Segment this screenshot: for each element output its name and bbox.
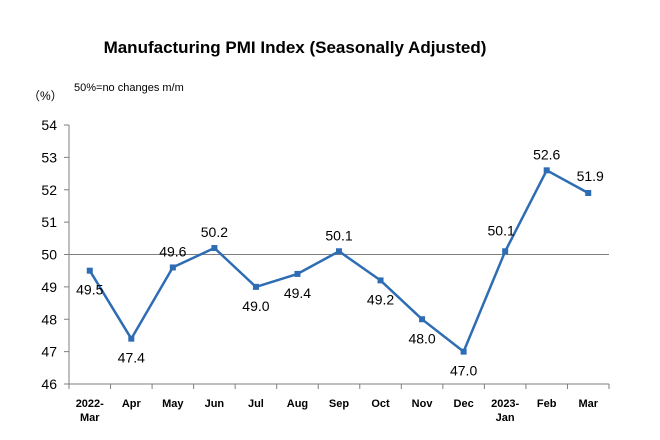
y-unit-label: （%） xyxy=(28,89,63,103)
data-point xyxy=(502,248,509,255)
y-tick-label: 46 xyxy=(41,376,57,392)
data-point xyxy=(419,316,426,323)
x-tick-label: Sep xyxy=(329,398,349,410)
data-label: 52.6 xyxy=(533,146,560,162)
x-tick-label: 2022- xyxy=(76,398,104,410)
x-tick-label: Jun xyxy=(205,398,225,410)
data-point xyxy=(128,335,135,342)
y-tick-label: 54 xyxy=(41,117,57,133)
x-tick-label: Jul xyxy=(248,398,264,410)
x-tick-label: Nov xyxy=(412,398,434,410)
data-point xyxy=(543,167,550,174)
data-point xyxy=(252,283,259,290)
x-tick-label: Mar xyxy=(578,398,598,410)
y-tick-label: 53 xyxy=(41,149,57,165)
x-tick-label: 2023- xyxy=(491,398,519,410)
y-tick-label: 51 xyxy=(41,214,57,230)
data-label: 49.5 xyxy=(76,282,103,298)
x-tick-label: May xyxy=(162,398,184,410)
data-point xyxy=(585,189,592,196)
data-label: 49.0 xyxy=(242,298,269,314)
x-tick-label: Mar xyxy=(80,412,100,424)
data-label: 47.0 xyxy=(450,363,477,379)
x-tick-label: Aug xyxy=(287,398,308,410)
data-point xyxy=(336,248,342,255)
data-label: 50.2 xyxy=(201,224,228,240)
y-tick-label: 48 xyxy=(41,311,57,327)
x-tick-label: Apr xyxy=(122,398,142,410)
y-tick-label: 50 xyxy=(41,247,57,263)
y-tick-label: 49 xyxy=(41,279,57,295)
x-tick-label: Dec xyxy=(454,398,474,410)
data-label: 47.4 xyxy=(118,350,145,366)
x-tick-label: Feb xyxy=(537,398,557,410)
x-tick-label: Oct xyxy=(371,398,390,410)
data-point xyxy=(86,267,93,274)
series-line xyxy=(88,169,589,353)
data-point xyxy=(294,270,301,277)
x-tick-label: Jan xyxy=(496,412,515,424)
data-point xyxy=(211,245,218,252)
data-label: 51.9 xyxy=(577,168,604,184)
plot-area: 46 47 48 49 50 51 52 53 54 2022- Mar Apr May Jun Jul Au… xyxy=(41,117,610,424)
reference-note: 50%=no changes m/m xyxy=(74,82,184,94)
data-label: 48.0 xyxy=(408,330,435,346)
data-label: 50.1 xyxy=(325,227,352,243)
data-point xyxy=(169,264,176,271)
data-label: 49.6 xyxy=(159,243,186,259)
y-tick-label: 47 xyxy=(41,344,57,360)
data-label: 49.2 xyxy=(367,291,394,307)
y-tick-label: 52 xyxy=(41,182,57,198)
data-point xyxy=(377,277,384,284)
data-label: 49.4 xyxy=(284,285,311,301)
data-point xyxy=(460,348,467,355)
data-label: 50.1 xyxy=(488,222,515,238)
chart-title: Manufacturing PMI Index (Seasonally Adju… xyxy=(104,38,487,57)
